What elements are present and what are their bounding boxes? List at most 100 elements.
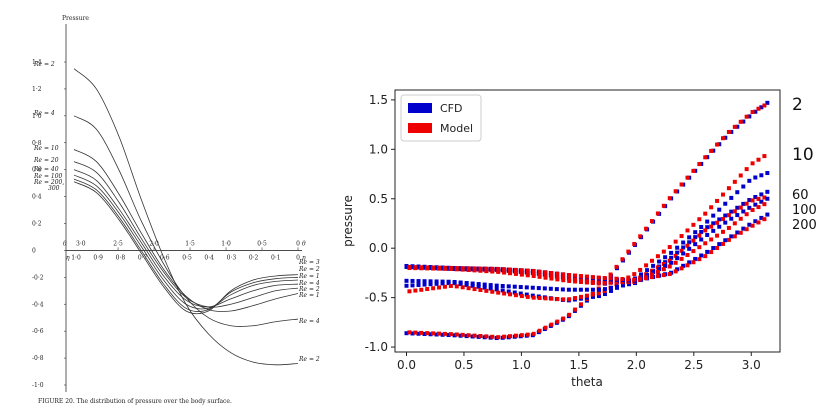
cfd-point xyxy=(440,279,445,284)
cfd-point xyxy=(765,189,770,194)
cfd-point xyxy=(422,331,427,336)
model-point xyxy=(579,294,584,299)
model-point xyxy=(703,155,708,160)
model-point xyxy=(750,110,755,115)
model-point xyxy=(720,192,725,197)
cfd-point xyxy=(741,226,746,231)
left-eta-tick-label: 0·9 xyxy=(93,254,103,261)
model-point xyxy=(508,269,513,274)
left-curve-7 xyxy=(73,181,299,315)
cfd-point xyxy=(428,279,433,284)
chart-right-cfd-vs-model: 1.5 1.0 0.5 0.0 -0.5 -1.0 0.0 0.5 1.0 1.5 2.0 2.5 3… xyxy=(341,89,817,389)
cfd-point xyxy=(596,294,601,299)
model-point xyxy=(508,292,513,297)
model-point xyxy=(744,114,749,119)
model-point xyxy=(543,273,548,278)
cfd-point xyxy=(741,209,746,214)
model-point xyxy=(425,265,430,270)
cfd-point xyxy=(422,279,427,284)
model-point xyxy=(466,333,471,338)
left-y-tick-label: 0 xyxy=(32,247,36,254)
model-point xyxy=(620,277,625,282)
cfd-point xyxy=(705,219,710,224)
model-point xyxy=(561,316,566,321)
right-x-tick-label: 1.0 xyxy=(512,358,531,372)
cfd-point xyxy=(494,287,499,292)
cfd-point xyxy=(735,230,740,235)
model-point xyxy=(478,334,483,339)
cfd-point xyxy=(416,264,421,269)
cfd-point xyxy=(404,278,409,283)
left-start-label: Re = 100 xyxy=(33,173,63,180)
cfd-point xyxy=(741,184,746,189)
left-theta-tick-label: 0·5 xyxy=(257,240,267,247)
right-curve-label: 10 xyxy=(792,145,814,165)
left-start-label: Re = 40 xyxy=(33,166,59,173)
model-point xyxy=(691,222,696,227)
left-theta-tick-label: 2·5 xyxy=(113,240,123,247)
model-point xyxy=(555,297,560,302)
cfd-point xyxy=(566,287,571,292)
right-x-ticks: 0.0 0.5 1.0 1.5 2.0 2.5 3.0 xyxy=(397,352,761,372)
model-point xyxy=(484,288,489,293)
model-point xyxy=(543,325,548,330)
left-curve-2 xyxy=(73,149,299,312)
model-point xyxy=(537,296,542,301)
cfd-point xyxy=(512,284,517,289)
cfd-point xyxy=(735,124,740,129)
model-point xyxy=(697,233,702,238)
left-start-label: Re = 2 xyxy=(33,61,55,68)
cfd-point xyxy=(747,222,752,227)
cfd-point xyxy=(596,287,601,292)
left-theta-ticks: θ 3·0 θ 2·5 2·0 1·5 1·0 0·5 0 xyxy=(63,240,306,251)
model-point xyxy=(720,136,725,141)
model-point xyxy=(732,124,737,129)
model-point xyxy=(762,217,767,222)
model-point xyxy=(525,271,530,276)
cfd-point xyxy=(681,251,686,256)
cfd-point xyxy=(614,284,619,289)
left-eta-symbol: η xyxy=(66,254,70,261)
left-y-tick-label: 1·2 xyxy=(32,86,42,93)
left-eta-tick-label: 0·2 xyxy=(249,254,259,261)
model-point xyxy=(584,279,589,284)
cfd-point xyxy=(711,213,716,218)
model-point xyxy=(726,186,731,191)
model-point xyxy=(460,266,465,271)
cfd-point xyxy=(735,205,740,210)
right-x-tick-label: 2.5 xyxy=(684,358,703,372)
right-curve-label: 100 xyxy=(792,203,817,218)
model-point xyxy=(703,254,708,259)
model-point xyxy=(513,267,518,272)
model-point xyxy=(543,296,548,301)
model-point xyxy=(756,196,761,201)
left-y-tick-label: -0·4 xyxy=(32,301,44,308)
cfd-point xyxy=(753,219,758,224)
cfd-point xyxy=(675,267,680,272)
model-point xyxy=(425,331,430,336)
model-point xyxy=(726,237,731,242)
model-point xyxy=(484,334,489,339)
model-point xyxy=(691,168,696,173)
cfd-point xyxy=(446,265,451,270)
model-point xyxy=(531,295,536,300)
cfd-point xyxy=(711,246,716,251)
cfd-point xyxy=(765,171,770,176)
cfd-point xyxy=(482,282,487,287)
model-point xyxy=(413,288,418,293)
left-eta-tick-label: 0·8 xyxy=(116,254,126,261)
model-point xyxy=(661,267,666,272)
model-point xyxy=(644,226,649,231)
model-point xyxy=(644,276,649,281)
cfd-point xyxy=(458,266,463,271)
model-point xyxy=(496,335,501,340)
chart-left-pressure-distribution: Pressure 1·4 1·2 1·0 0·8 0·6 0·4 0·2 0 -0·2 -0·4 -… xyxy=(20,10,320,405)
model-point xyxy=(732,209,737,214)
left-y-tick-label: 1·4 xyxy=(32,59,42,66)
left-figure-background xyxy=(20,10,315,405)
model-point xyxy=(679,234,684,239)
model-point xyxy=(608,280,613,285)
model-point xyxy=(732,221,737,226)
model-point xyxy=(661,203,666,208)
left-theta-tick-label: 2·0 xyxy=(149,240,159,247)
